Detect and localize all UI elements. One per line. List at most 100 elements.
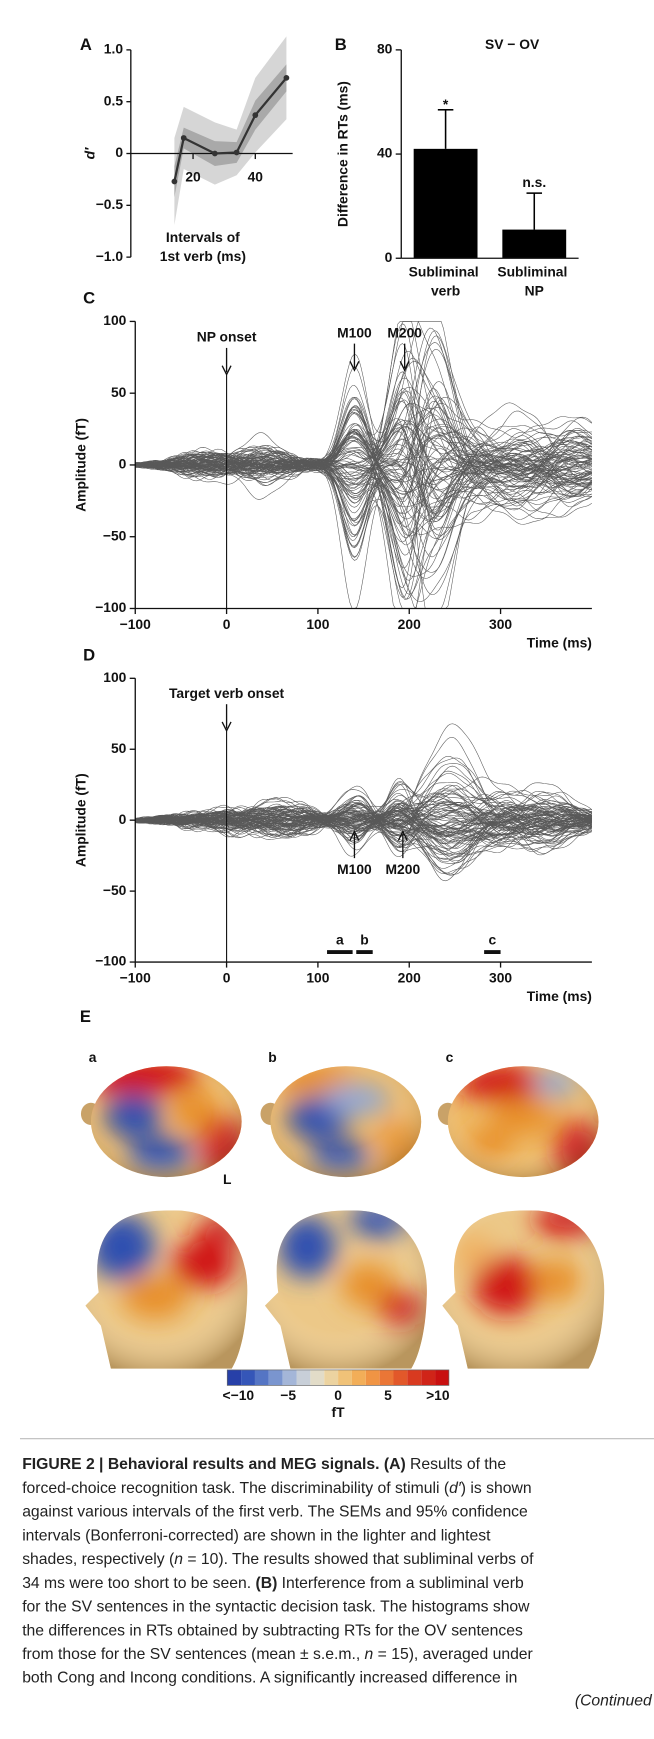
caption-text: (B) — [256, 1575, 278, 1592]
colorbar-frame — [226, 1369, 450, 1386]
meg-trace — [135, 802, 592, 829]
colorbar-swatch — [227, 1369, 242, 1386]
annotation: NP onset — [197, 329, 257, 345]
y-tick-label: −50 — [103, 527, 127, 543]
meg-trace — [135, 343, 593, 520]
colorbar-tick-label: >10 — [426, 1387, 450, 1403]
meg-trace — [135, 755, 593, 822]
topomap-top — [447, 1066, 599, 1178]
time-window-label: a — [336, 932, 344, 948]
caption-line: 34 ms were too short to be seen. (B) Int… — [22, 1575, 524, 1592]
caption-text: = 15), averaged under — [373, 1646, 532, 1663]
annotation: M100 — [337, 861, 372, 877]
x-tick-label: 100 — [306, 969, 329, 985]
meg-trace — [135, 816, 592, 849]
caption-text: for the SV sentences in the syntactic de… — [22, 1599, 530, 1616]
map-label: b — [268, 1049, 276, 1065]
meg-trace — [135, 426, 593, 519]
colorbar-tick-label: 0 — [334, 1387, 342, 1403]
colorbar-swatch — [365, 1369, 380, 1386]
annotation: M200 — [387, 324, 422, 340]
caption-text: the differences in RTs obtained by subtr… — [22, 1622, 523, 1639]
meg-trace — [135, 736, 592, 825]
meg-trace — [135, 450, 592, 514]
colorbar-swatch — [393, 1369, 408, 1386]
sem-band — [174, 64, 287, 198]
x-tick-label: 200 — [398, 969, 421, 985]
meg-trace — [135, 353, 593, 525]
y-tick-label: −100 — [95, 953, 126, 969]
colorbar-swatch — [407, 1369, 422, 1386]
meg-trace — [135, 385, 593, 523]
colorbar-swatch — [296, 1369, 311, 1386]
meg-trace — [135, 407, 592, 536]
colorbar-swatch — [310, 1369, 325, 1386]
y-axis-label: Amplitude (fT) — [73, 773, 89, 867]
map-shade — [442, 1210, 605, 1369]
caption-text: Results of the — [406, 1456, 507, 1473]
meg-trace — [135, 808, 592, 863]
topomap-side — [85, 1210, 248, 1369]
meg-trace — [135, 791, 593, 875]
y-tick-label: −0.5 — [96, 196, 124, 212]
caption-text: both Cong and Incong conditions. A signi… — [22, 1670, 517, 1687]
caption-text: against various intervals of the first v… — [22, 1504, 528, 1521]
meg-trace — [135, 397, 593, 531]
y-tick-label: 0 — [115, 144, 123, 160]
panel-label: D — [83, 646, 95, 665]
x-tick-label: −100 — [120, 969, 151, 985]
annotation: M100 — [337, 324, 372, 340]
caption-line: intervals (Bonferroni-corrected) are sho… — [22, 1528, 491, 1545]
meg-trace — [135, 459, 593, 497]
meg-trace — [135, 807, 592, 832]
x-axis-label: 1st verb (ms) — [160, 248, 246, 264]
meg-trace — [135, 448, 593, 535]
meg-trace — [135, 776, 592, 834]
y-tick-label: 100 — [103, 312, 126, 328]
caption-text: shades, respectively ( — [22, 1551, 175, 1568]
caption-line: FIGURE 2 | Behavioral results and MEG si… — [22, 1456, 506, 1473]
point — [283, 74, 290, 81]
x-axis-label: Time (ms) — [527, 988, 592, 1004]
meg-trace — [135, 423, 592, 514]
meg-trace — [135, 442, 592, 558]
bar — [413, 148, 478, 259]
meg-trace — [135, 765, 592, 827]
meg-trace — [135, 803, 592, 856]
panel-label: C — [83, 289, 95, 308]
x-tick-label: Subliminal verb — [409, 263, 483, 298]
y-tick-label: 100 — [103, 669, 126, 685]
arrow-head — [349, 830, 360, 841]
y-tick-label: 50 — [111, 384, 127, 400]
colorbar-swatch — [241, 1369, 255, 1386]
meg-trace — [135, 763, 593, 856]
x-tick-label: 40 — [248, 169, 264, 185]
arrow-head — [221, 365, 232, 377]
bar-annotation: n.s. — [522, 174, 546, 190]
annotation: M200 — [386, 861, 421, 877]
y-tick-label: 0.5 — [104, 92, 124, 108]
meg-trace — [135, 348, 592, 489]
caption-line: from those for the SV sentences (mean ± … — [22, 1646, 533, 1663]
bar — [502, 229, 567, 259]
caption-text: Interference from a subliminal verb — [277, 1575, 524, 1592]
meg-trace — [135, 793, 593, 839]
caption-text: from those for the SV sentences (mean ± … — [22, 1646, 364, 1663]
arrow-head — [349, 361, 360, 372]
y-tick-label: 50 — [111, 740, 127, 756]
meg-trace — [135, 397, 593, 595]
y-tick-label: 1.0 — [104, 41, 124, 57]
colorbar-swatch — [338, 1369, 352, 1386]
colorbar-swatch — [421, 1369, 436, 1386]
colorbar-swatch — [254, 1369, 269, 1386]
panel-label: E — [80, 1007, 91, 1026]
bar-annotation: * — [443, 96, 449, 112]
y-tick-label: 0 — [119, 811, 127, 827]
y-tick-label: 0 — [385, 249, 393, 265]
colorbar-tick-label: 5 — [384, 1387, 392, 1403]
colorbar-unit: fT — [332, 1404, 346, 1420]
meg-trace — [135, 391, 592, 494]
map-label: c — [446, 1049, 454, 1065]
